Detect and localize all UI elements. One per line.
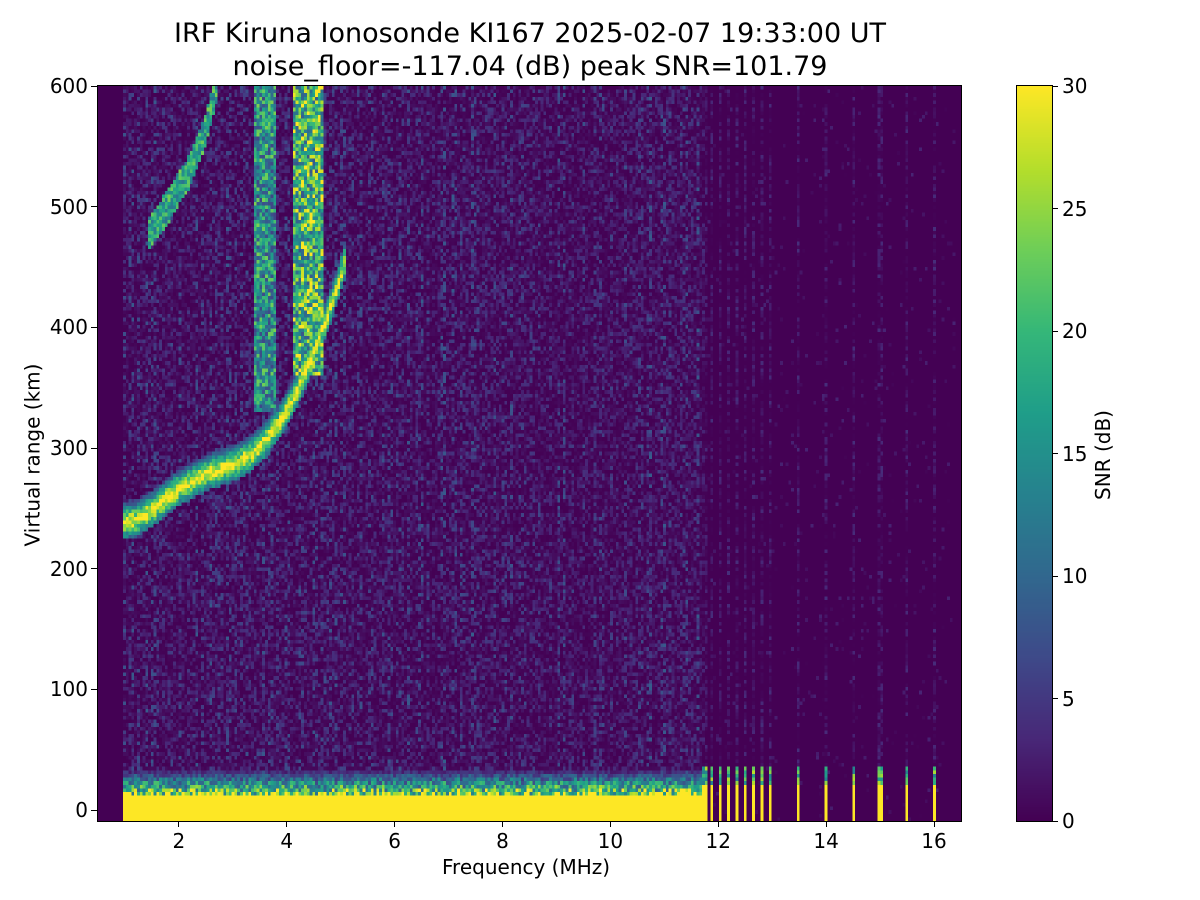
x-tick (286, 821, 288, 827)
x-tick (178, 821, 180, 827)
x-axis-label: Frequency (MHz) (442, 855, 611, 879)
colorbar-tick-label: 25 (1062, 196, 1088, 221)
x-tick (502, 821, 504, 827)
x-tick (394, 821, 396, 827)
colorbar-tick-label: 20 (1062, 319, 1088, 343)
y-tick-label: 200 (49, 556, 88, 581)
colorbar-tick-label: 0 (1062, 809, 1075, 833)
colorbar-tick (1052, 453, 1058, 454)
y-tick (91, 809, 97, 811)
x-tick-label: 6 (388, 829, 402, 853)
y-tick (91, 568, 97, 570)
y-tick-label: 100 (49, 677, 88, 702)
snr-heatmap (98, 86, 961, 821)
x-tick-label: 4 (280, 829, 294, 853)
x-tick-label: 12 (705, 829, 731, 853)
chart-title: IRF Kiruna Ionosonde KI167 2025-02-07 19… (173, 18, 887, 49)
colorbar-label: SNR (dB) (1091, 410, 1115, 500)
y-tick-label: 400 (49, 315, 88, 340)
y-tick-label: 0 (75, 798, 88, 823)
y-tick (91, 85, 97, 87)
x-tick-label: 16 (921, 829, 947, 853)
x-tick (933, 821, 935, 827)
y-tick (91, 688, 97, 690)
y-tick-label: 500 (49, 194, 88, 219)
colorbar-tick-label: 10 (1062, 564, 1088, 588)
colorbar-tick (1052, 85, 1058, 87)
chart-subtitle: noise_floor=-117.04 (dB) peak SNR=101.79 (232, 51, 828, 82)
colorbar-tick (1052, 698, 1058, 699)
colorbar-tick (1052, 208, 1058, 209)
y-tick-label: 300 (49, 436, 88, 461)
x-tick (825, 821, 827, 827)
y-tick (91, 326, 97, 328)
x-tick (609, 821, 611, 827)
x-tick (717, 821, 719, 827)
colorbar-tick (1052, 820, 1058, 822)
colorbar (1017, 86, 1052, 821)
x-tick-label: 10 (597, 829, 624, 853)
colorbar-frame (1016, 85, 1053, 822)
y-tick-label: 600 (49, 74, 88, 98)
y-tick (91, 447, 97, 449)
plot-area (98, 86, 961, 821)
colorbar-tick (1052, 575, 1058, 577)
colorbar-tick-label: 5 (1062, 686, 1075, 711)
y-axis-label: Virtual range (km) (20, 363, 45, 547)
colorbar-tick-label: 30 (1062, 74, 1088, 98)
y-tick (91, 206, 97, 208)
colorbar-tick (1052, 330, 1058, 332)
colorbar-tick-label: 15 (1062, 441, 1088, 466)
x-tick-label: 8 (496, 829, 509, 853)
x-tick-label: 2 (172, 829, 186, 853)
x-tick-label: 14 (813, 829, 839, 853)
